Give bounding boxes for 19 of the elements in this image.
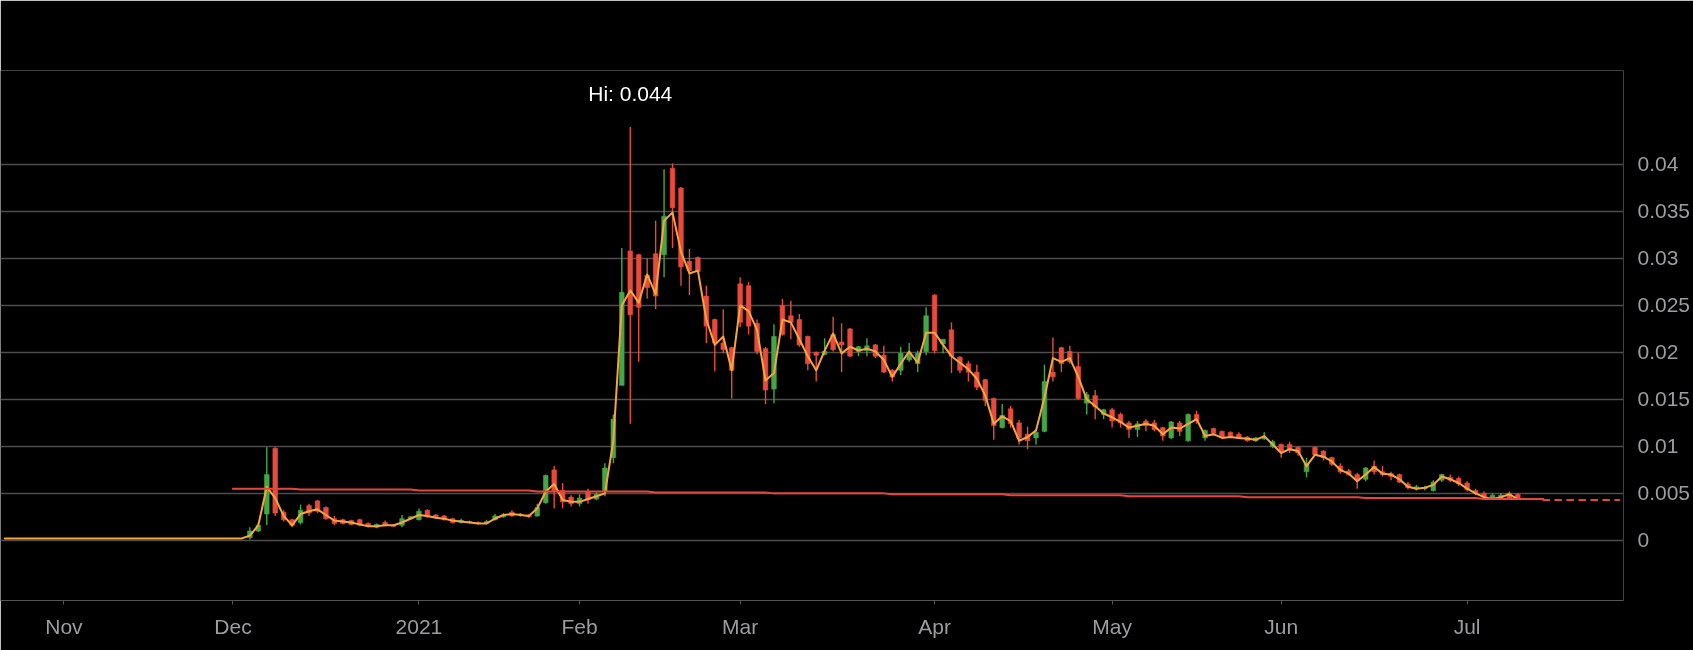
x-tick-label: Mar [722, 614, 759, 638]
y-tick-label: 0.015 [1637, 387, 1691, 411]
y-tick-label: 0 [1637, 528, 1650, 552]
y-tick-label: 0.01 [1637, 434, 1679, 458]
y-tick-label: 0.025 [1637, 293, 1691, 317]
annotation: Hi: 0.044 [588, 81, 673, 105]
y-tick-label: 0.03 [1637, 246, 1679, 270]
x-tick-label: Apr [918, 614, 951, 638]
x-tick-label: Dec [214, 614, 252, 638]
y-tick-label: 0.005 [1637, 481, 1691, 505]
y-tick-label: 0.02 [1637, 340, 1679, 364]
x-tick-label: 2021 [395, 614, 443, 638]
x-tick-label: Jun [1264, 614, 1299, 638]
y-tick-label: 0.04 [1637, 152, 1679, 176]
x-tick-label: May [1092, 614, 1133, 638]
y-tick-label: 0.035 [1637, 199, 1691, 223]
x-tick-label: Feb [561, 614, 598, 638]
x-tick-label: Jul [1453, 614, 1481, 638]
x-tick-label: Nov [45, 614, 84, 638]
